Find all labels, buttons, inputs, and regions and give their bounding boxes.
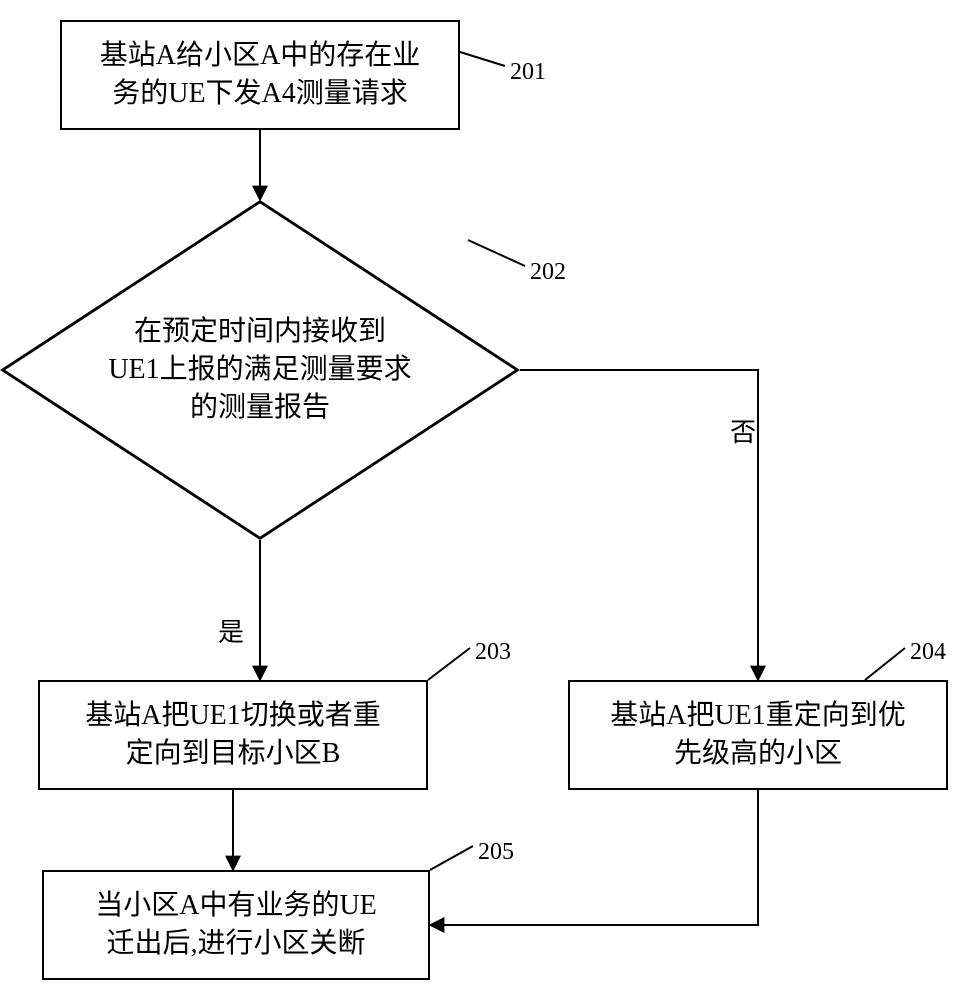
node-text: 基站A给小区A中的存在业 务的UE下发A4测量请求 (100, 37, 420, 113)
flowchart-canvas: 基站A给小区A中的存在业 务的UE下发A4测量请求 在预定时间内接收到 UE1上… (0, 0, 971, 1000)
node-text: 基站A把UE1重定向到优 先级高的小区 (610, 697, 906, 773)
decision-node-202: 在预定时间内接收到 UE1上报的满足测量要求 的测量报告 (0, 200, 520, 540)
node-number-205: 205 (478, 840, 514, 864)
edge-label-no: 否 (730, 420, 756, 446)
process-node-205: 当小区A中有业务的UE 迁出后,进行小区关断 (42, 870, 430, 980)
edge-label-yes: 是 (218, 620, 244, 646)
node-number-202: 202 (530, 260, 566, 284)
node-text: 基站A把UE1切换或者重 定向到目标小区B (85, 697, 381, 773)
process-node-201: 基站A给小区A中的存在业 务的UE下发A4测量请求 (60, 20, 460, 130)
node-text: 在预定时间内接收到 UE1上报的满足测量要求 的测量报告 (0, 200, 520, 540)
node-number-204: 204 (910, 640, 946, 664)
node-number-201: 201 (510, 60, 546, 84)
node-number-203: 203 (475, 640, 511, 664)
node-text: 当小区A中有业务的UE 迁出后,进行小区关断 (95, 887, 377, 963)
process-node-204: 基站A把UE1重定向到优 先级高的小区 (568, 680, 948, 790)
process-node-203: 基站A把UE1切换或者重 定向到目标小区B (38, 680, 428, 790)
